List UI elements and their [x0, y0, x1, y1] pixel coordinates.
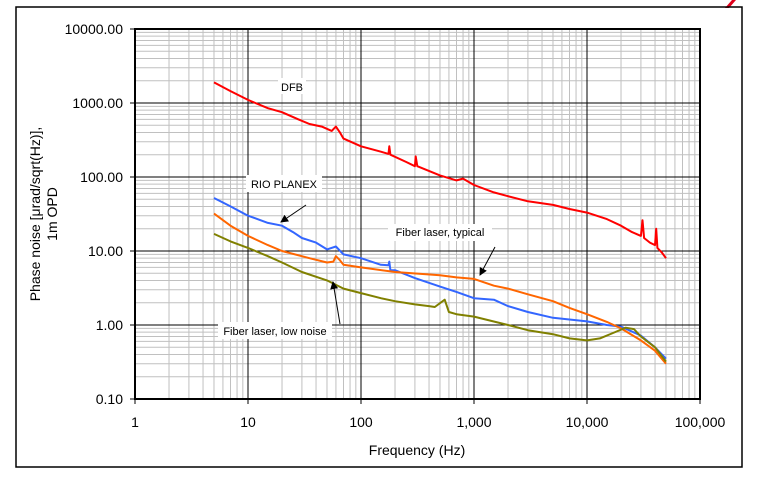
y-tick-label: 100.00 [80, 169, 123, 185]
y-tick-label: 10.00 [88, 243, 123, 259]
series-line-fiber-laser-low-noise [213, 232, 667, 363]
annotation-dfb: DFB [281, 82, 303, 94]
plot-area-border [134, 28, 701, 400]
x-tick-label: 100,000 [675, 414, 726, 430]
label-bg-typical [388, 224, 492, 241]
grid [130, 28, 701, 404]
series-line-dfb [213, 81, 667, 259]
series-line-fiber-laser-typical [213, 212, 667, 365]
y-tick-label: 0.10 [96, 391, 123, 407]
arrow-fiber-typical [479, 246, 496, 276]
y-axis-title-line-1: Phase noise [μrad/sqrt(Hz)], [27, 127, 43, 302]
corner-logo-fragment [725, 0, 736, 8]
x-axis-title: Frequency (Hz) [369, 442, 465, 458]
annotation-fiber-low-noise: Fiber laser, low noise [223, 326, 326, 338]
annotation-rio-planex: RIO PLANEX [251, 179, 318, 191]
annotation-fiber-typical: Fiber laser, typical [396, 227, 485, 239]
label-bg-rio [246, 175, 322, 192]
series-group [213, 81, 667, 365]
arrow-fiber-low-noise [330, 281, 341, 325]
arrow-rio-planex [280, 204, 307, 223]
label-bg-low-noise [218, 322, 332, 339]
y-axis-title-line-2: 1m OPD [44, 187, 60, 241]
label-bg-dfb [278, 78, 306, 94]
y-tick-label: 1.00 [96, 317, 123, 333]
chart-frame [15, 6, 743, 468]
y-tick-label: 10000.00 [65, 21, 124, 37]
x-tick-label: 10,000 [566, 414, 609, 430]
x-tick-label: 1 [131, 414, 139, 430]
y-tick-label: 1000.00 [72, 95, 123, 111]
x-tick-label: 1,000 [456, 414, 491, 430]
tick-labels: 1 10 100 1,000 10,000 100,000 10000.00 1000.00 1… [65, 21, 726, 430]
series-line-rio-planex [213, 197, 667, 360]
x-tick-label: 100 [349, 414, 373, 430]
x-tick-label: 10 [240, 414, 256, 430]
